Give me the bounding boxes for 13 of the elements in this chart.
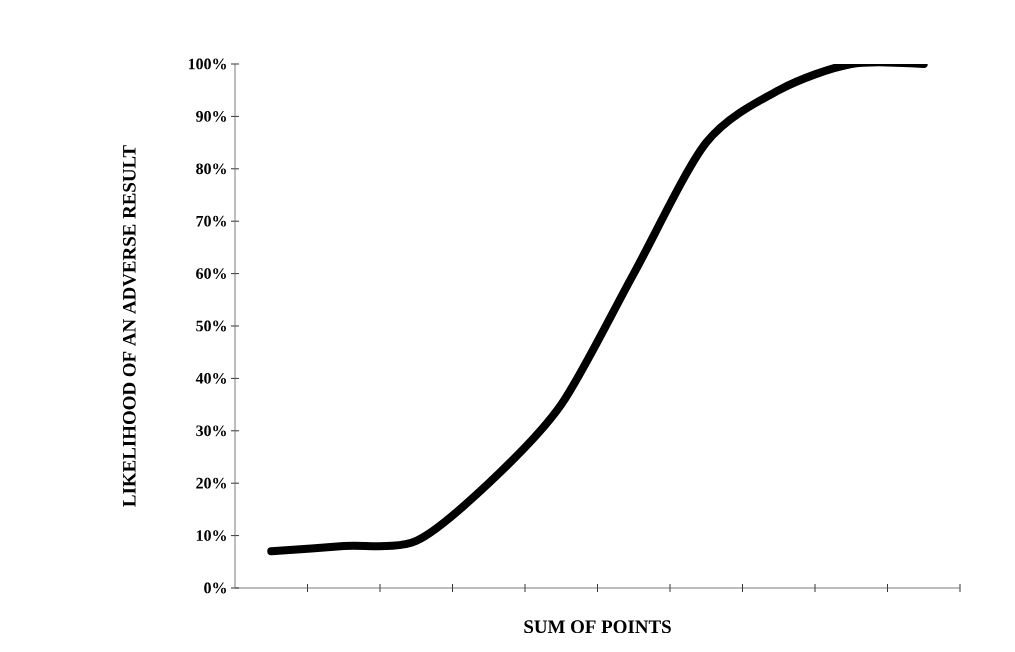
y-tick-label: 20%: [196, 477, 226, 489]
y-axis-title: LIKELIHOOD OF AN ADVERSE RESULT: [122, 145, 136, 507]
y-tick-label: 80%: [196, 163, 226, 175]
y-tick-label: 40%: [195, 373, 226, 384]
y-tick-label: 50%: [196, 320, 226, 332]
y-tick-label: 60%: [196, 268, 226, 279]
y-tick-label: 100%: [188, 58, 226, 70]
y-tick-label: 70%: [196, 215, 226, 227]
y-tick-label: 10%: [196, 530, 226, 541]
x-axis-title: SUM OF POINTS: [524, 620, 671, 634]
y-tick-label: 0%: [204, 582, 226, 594]
y-tick-label: 30%: [196, 425, 226, 437]
y-tick-label: 90%: [196, 111, 226, 122]
